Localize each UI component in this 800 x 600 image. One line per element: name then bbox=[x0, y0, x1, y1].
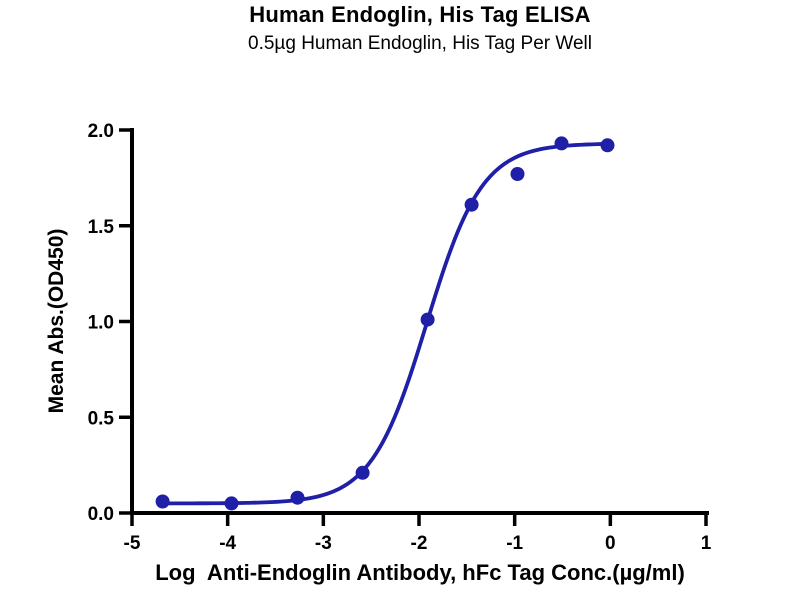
fit-curve bbox=[160, 142, 610, 506]
data-point bbox=[510, 167, 525, 181]
x-tick-label: 0 bbox=[605, 533, 616, 554]
y-tick-label: 2.0 bbox=[88, 121, 114, 142]
data-point bbox=[420, 312, 435, 327]
x-tick-label: -4 bbox=[219, 533, 236, 554]
y-tick-label: 1.5 bbox=[88, 217, 115, 238]
y-tick-label: 0.0 bbox=[88, 504, 114, 525]
y-tick-label: 0.5 bbox=[88, 408, 115, 429]
data-point bbox=[554, 136, 569, 151]
data-point bbox=[355, 465, 370, 480]
data-point bbox=[464, 197, 479, 212]
data-point bbox=[155, 494, 170, 509]
chart-subtitle: 0.5µg Human Endoglin, His Tag Per Well bbox=[248, 33, 592, 54]
x-tick-label: -3 bbox=[315, 533, 332, 554]
x-tick-label: -2 bbox=[411, 533, 428, 554]
x-tick-label: 1 bbox=[701, 533, 712, 554]
x-axis-label: Log Anti-Endoglin Antibody, hFc Tag Conc… bbox=[155, 560, 685, 585]
data-point bbox=[290, 490, 305, 505]
data-point bbox=[224, 496, 239, 511]
y-tick-label: 1.0 bbox=[88, 313, 114, 334]
chart-title: Human Endoglin, His Tag ELISA bbox=[249, 2, 591, 27]
x-tick-label: -1 bbox=[506, 533, 523, 554]
x-tick-label: -5 bbox=[124, 533, 141, 554]
data-point bbox=[600, 138, 615, 153]
